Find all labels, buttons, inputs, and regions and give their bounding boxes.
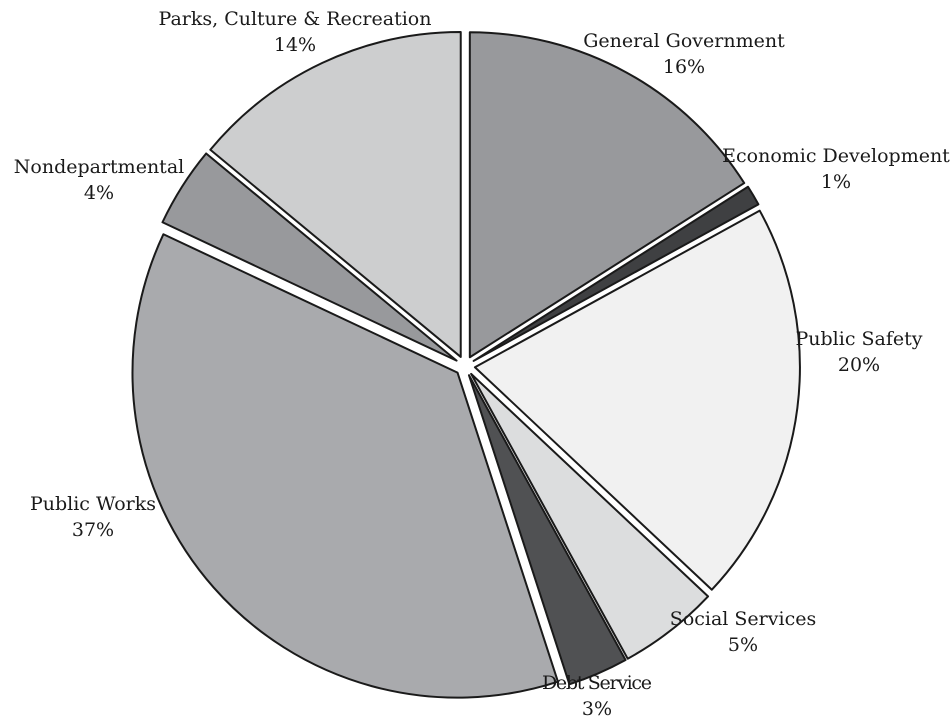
slice-label-debt-service: Debt Service [542, 672, 652, 694]
slice-percent-social-services: 5% [728, 634, 758, 656]
slice-percent-general-government: 16% [663, 56, 705, 78]
slice-label-parks-culture-recreation: Parks, Culture & Recreation [159, 8, 432, 30]
slice-percent-nondepartmental: 4% [84, 182, 114, 204]
slice-label-social-services: Social Services [670, 608, 816, 630]
pie-slice-nondepartmental [161, 152, 458, 362]
slice-label-general-government: General Government [583, 30, 785, 52]
slice-percent-public-works: 37% [72, 519, 114, 541]
pie-slices [131, 30, 801, 699]
slice-label-public-safety: Public Safety [795, 328, 922, 350]
slice-label-public-works: Public Works [30, 493, 156, 515]
slice-percent-economic-development: 1% [821, 171, 851, 193]
slice-percent-parks-culture-recreation: 14% [274, 34, 316, 56]
slice-label-economic-development: Economic Development [722, 145, 950, 167]
slice-label-nondepartmental: Nondepartmental [14, 156, 184, 178]
pie-slice-social-services [470, 372, 710, 660]
pie-slice-parks-culture-recreation [209, 30, 462, 358]
pie-slice-general-government [468, 31, 746, 359]
pie-slice-public-works [131, 233, 559, 699]
pie-slice-debt-service [467, 374, 627, 686]
pie-slice-public-safety [473, 209, 801, 591]
pie-labels: General Government 16% Economic Developmen… [14, 8, 950, 717]
slice-percent-public-safety: 20% [838, 354, 880, 376]
slice-percent-debt-service: 3% [582, 698, 612, 717]
pie-slice-economic-development [472, 185, 760, 362]
